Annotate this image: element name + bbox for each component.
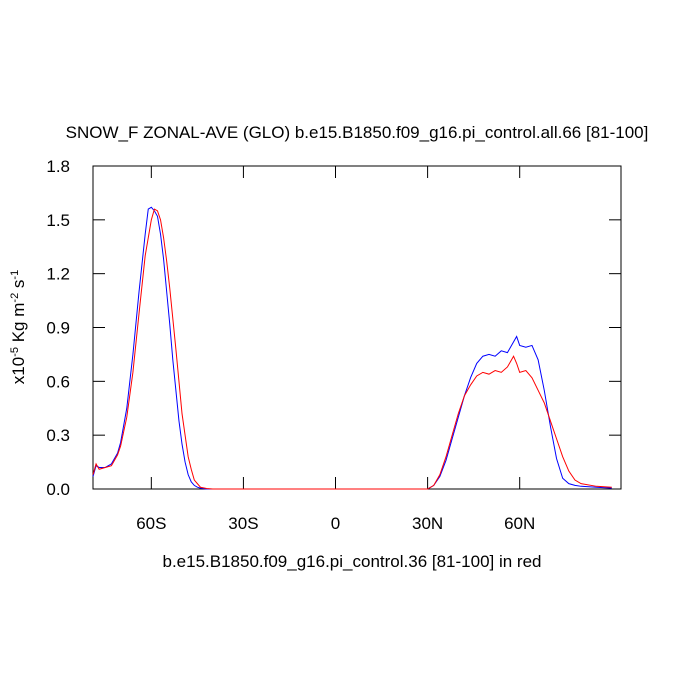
x-tick-label: 0: [331, 514, 340, 533]
plot-frame: [92, 165, 622, 490]
y-tick-label: 1.2: [46, 265, 70, 284]
y-tick-label: 0.6: [46, 372, 70, 391]
y-tick-label: 0.0: [46, 480, 70, 499]
x-tick-label: 30S: [228, 514, 258, 533]
y-tick-label: 1.5: [46, 211, 70, 230]
chart-title: SNOW_F ZONAL-AVE (GLO) b.e15.B1850.f09_g…: [66, 123, 649, 142]
x-tick-label: 30N: [412, 514, 443, 533]
y-axis-label-part: x10: [9, 357, 28, 384]
y-tick-label: 1.8: [46, 157, 70, 176]
y-axis-label-part: -1: [9, 270, 21, 280]
x-axis-label: b.e15.B1850.f09_g16.pi_control.36 [81-10…: [162, 552, 541, 571]
series-line: [92, 206, 612, 490]
y-axis-label: x10-5 Kg m-2 s-1: [9, 270, 28, 384]
y-tick-label: 0.3: [46, 426, 70, 445]
series-line: [92, 208, 612, 490]
y-axis-label-part: s: [9, 280, 28, 293]
y-axis-label-part: -2: [9, 293, 21, 303]
y-axis-label-part: Kg m: [9, 303, 28, 347]
x-tick-label: 60N: [504, 514, 535, 533]
x-tick-label: 60S: [136, 514, 166, 533]
y-axis-label-part: -5: [9, 347, 21, 357]
y-tick-label: 0.9: [46, 319, 70, 338]
